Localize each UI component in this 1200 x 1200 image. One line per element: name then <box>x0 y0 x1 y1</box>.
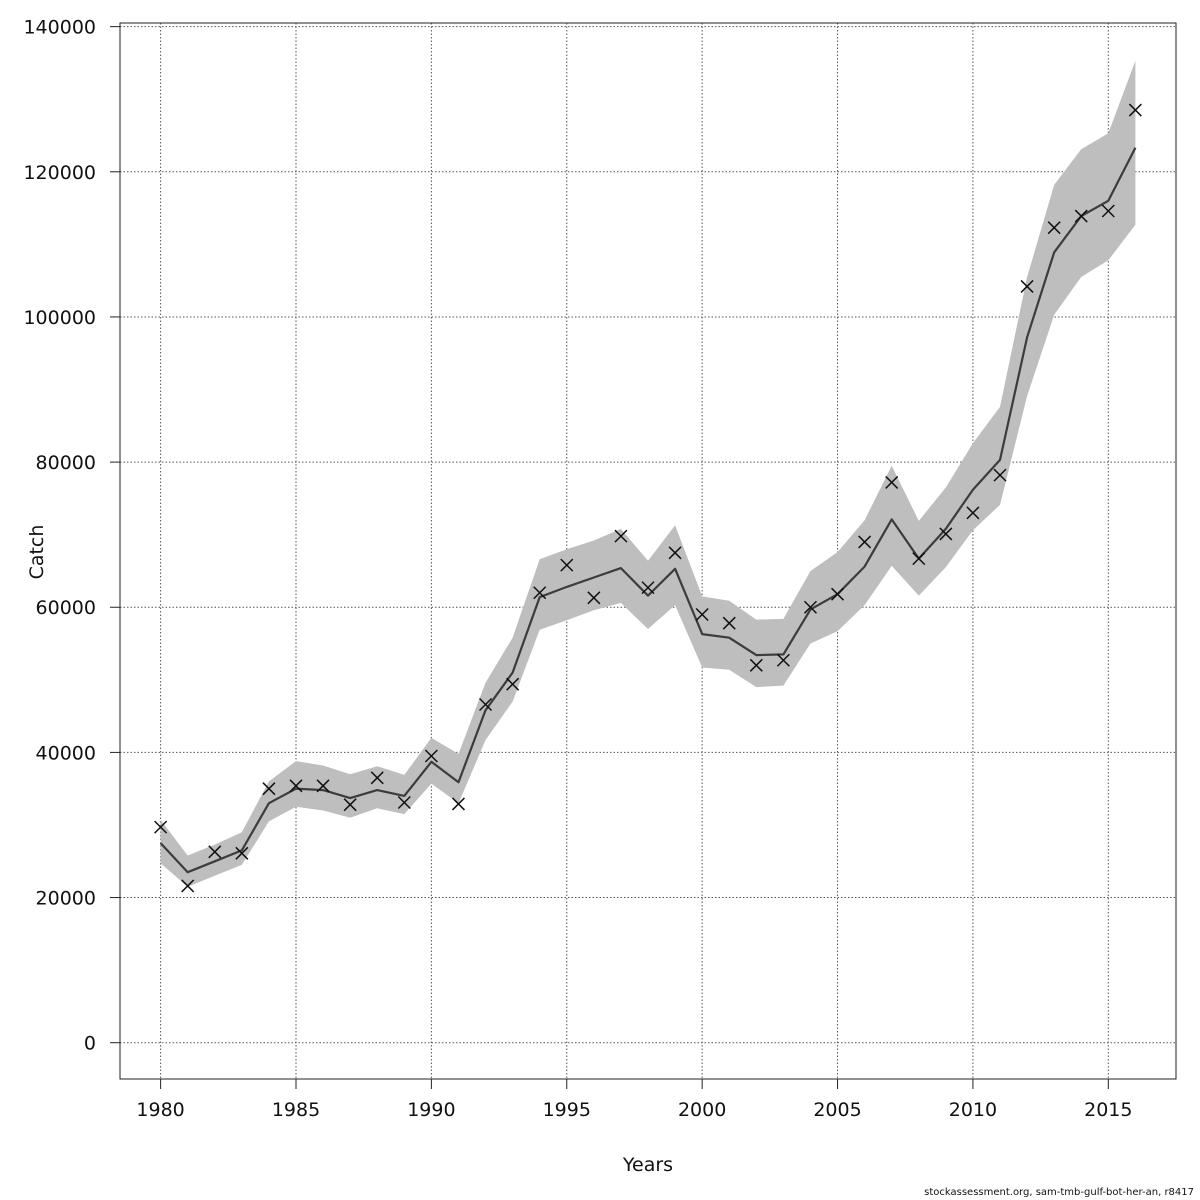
y-tick-label: 60000 <box>36 597 96 619</box>
credit-footer: stockassessment.org, sam-tmb-gulf-bot-he… <box>924 1187 1194 1198</box>
observed-catch-marker <box>343 798 357 812</box>
observed-catch-marker <box>1101 204 1115 218</box>
fitted-catch-line <box>159 147 1137 874</box>
observed-catch-marker <box>885 475 899 489</box>
axes: 1980 1985 1990 1995 2000 2005 2010 2015 0 20000 40… <box>23 17 1177 1121</box>
x-tick-label: 1990 <box>407 1099 455 1121</box>
observed-catch-marker <box>1074 209 1088 223</box>
observed-catch-marker <box>641 581 655 595</box>
observed-catch-marker <box>912 552 926 566</box>
observed-catch-marker <box>695 607 709 622</box>
x-tick-label: 2010 <box>949 1099 997 1121</box>
observed-catch-marker <box>966 506 980 520</box>
x-tick-label: 2000 <box>678 1099 726 1121</box>
observed-catch-marker <box>1047 221 1061 235</box>
observed-catch-marker <box>208 845 222 859</box>
observed-catch-marker <box>154 820 168 834</box>
observed-catch-marker <box>506 677 520 691</box>
observed-catch-marker <box>235 846 249 860</box>
x-tick-label: 2015 <box>1084 1099 1132 1121</box>
observed-catch-marker <box>560 558 574 572</box>
observed-catch-marker <box>803 600 817 614</box>
grid-lines <box>120 23 1176 1079</box>
observed-catch-marker <box>533 586 547 600</box>
observed-catch-marker <box>424 749 438 763</box>
y-tick-label: 40000 <box>36 742 96 764</box>
observed-catch-marker <box>316 779 330 793</box>
y-tick-label: 80000 <box>36 452 96 474</box>
observed-catch-marker <box>668 546 682 560</box>
observed-catch-marker <box>262 782 276 796</box>
x-tick-label: 1980 <box>136 1099 184 1121</box>
y-tick-label: 140000 <box>23 17 96 39</box>
y-tick-label: 20000 <box>36 888 96 910</box>
y-tick-label: 120000 <box>23 162 96 184</box>
fitted-line-layer <box>159 147 1137 874</box>
observed-catch-marker <box>939 527 953 541</box>
x-axis-title: Years <box>622 1154 673 1176</box>
observed-catch-marker <box>181 879 195 893</box>
observed-catch-marker <box>451 797 465 811</box>
observed-catch-marker <box>858 535 872 549</box>
observed-catch-marker <box>722 616 736 630</box>
plot-frame <box>119 22 1177 1080</box>
x-tick-label: 1995 <box>543 1099 591 1121</box>
observed-catch-marker <box>587 591 601 605</box>
y-tick-label: 0 <box>84 1033 96 1055</box>
observed-markers-layer <box>154 103 1142 893</box>
observed-catch-marker <box>831 587 845 601</box>
observed-catch-marker <box>776 653 790 667</box>
y-axis-title: Catch <box>26 525 48 580</box>
observed-catch-marker <box>614 529 628 543</box>
observed-catch-marker <box>397 795 411 810</box>
confidence-band-layer <box>160 60 1136 887</box>
observed-catch-marker <box>370 771 384 785</box>
x-tick-label: 2005 <box>813 1099 861 1121</box>
observed-catch-marker <box>289 779 303 793</box>
y-tick-label: 100000 <box>23 307 96 329</box>
observed-catch-marker <box>993 468 1007 482</box>
observed-catch-marker <box>479 697 493 712</box>
x-tick-label: 1985 <box>272 1099 320 1121</box>
confidence-band <box>160 60 1136 887</box>
observed-catch-marker <box>1020 279 1034 293</box>
observed-catch-marker <box>1128 103 1142 117</box>
observed-catch-marker <box>749 658 763 672</box>
